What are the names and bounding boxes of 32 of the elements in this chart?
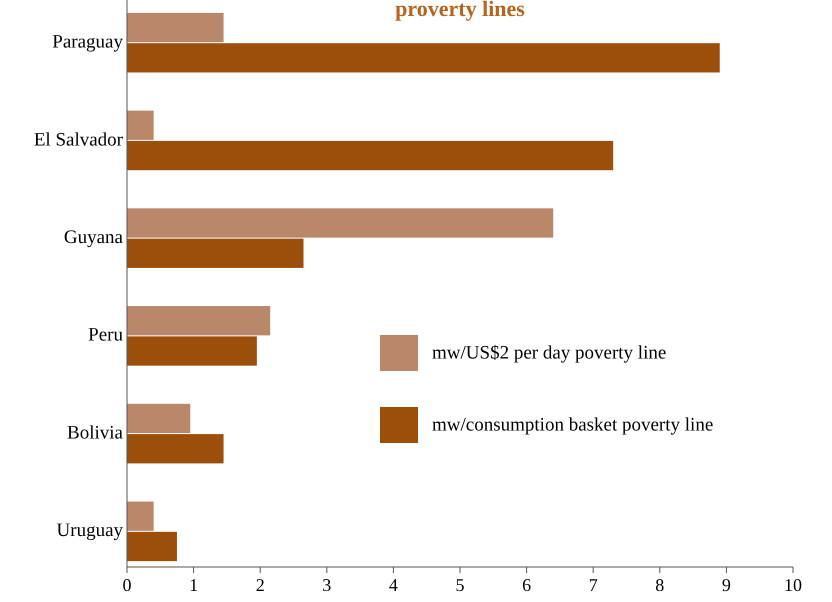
bar [127, 502, 154, 531]
bar [127, 110, 154, 140]
bar [127, 336, 257, 366]
x-tick-label: 7 [588, 575, 598, 595]
y-tick-label: Bolivia [67, 422, 124, 444]
x-tick-label: 2 [256, 575, 265, 595]
bar [127, 434, 224, 464]
y-tick-label: El Salvador [34, 129, 124, 150]
x-tick-label: 9 [722, 575, 731, 595]
bar [127, 532, 177, 562]
bar [127, 43, 720, 72]
y-tick-label: Guyana [64, 226, 124, 248]
chart-title: proverty lines [395, 0, 526, 21]
x-tick-label: 4 [388, 575, 398, 595]
bar [127, 306, 270, 336]
bar [127, 404, 190, 434]
y-tick-label: Uruguay [56, 520, 124, 542]
y-tick-label: Paraguay [52, 32, 124, 53]
x-tick-label: 5 [456, 575, 464, 595]
bar [127, 238, 304, 268]
bar [127, 12, 224, 42]
x-tick-label: 1 [189, 575, 198, 595]
y-tick-label: Peru [88, 324, 124, 346]
x-tick-label: 3 [322, 575, 332, 595]
x-tick-label: 0 [122, 575, 132, 595]
bar [127, 208, 554, 238]
x-tick-label: 8 [655, 575, 664, 595]
x-tick-label: 10 [784, 575, 802, 595]
legend-label: mw/consumption basket poverty line [432, 414, 714, 436]
x-tick-label: 6 [522, 575, 532, 595]
bar [127, 140, 614, 170]
legend-label: mw/US$2 per day poverty line [432, 342, 666, 364]
